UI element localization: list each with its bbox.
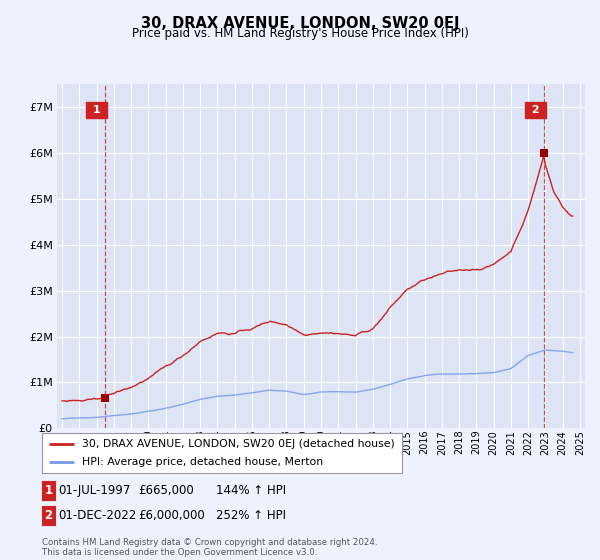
Text: 144% ↑ HPI: 144% ↑ HPI (216, 484, 286, 497)
Text: £6,000,000: £6,000,000 (138, 509, 205, 522)
Text: 2: 2 (527, 105, 543, 115)
Text: Price paid vs. HM Land Registry's House Price Index (HPI): Price paid vs. HM Land Registry's House … (131, 27, 469, 40)
Text: 1: 1 (44, 484, 53, 497)
Text: 252% ↑ HPI: 252% ↑ HPI (216, 509, 286, 522)
Text: 30, DRAX AVENUE, LONDON, SW20 0EJ (detached house): 30, DRAX AVENUE, LONDON, SW20 0EJ (detac… (82, 439, 394, 449)
Text: £665,000: £665,000 (138, 484, 194, 497)
Text: 1: 1 (89, 105, 104, 115)
Text: 01-JUL-1997: 01-JUL-1997 (58, 484, 131, 497)
Text: 30, DRAX AVENUE, LONDON, SW20 0EJ: 30, DRAX AVENUE, LONDON, SW20 0EJ (141, 16, 459, 31)
Text: Contains HM Land Registry data © Crown copyright and database right 2024.
This d: Contains HM Land Registry data © Crown c… (42, 538, 377, 557)
Text: HPI: Average price, detached house, Merton: HPI: Average price, detached house, Mert… (82, 458, 323, 467)
Text: 2: 2 (44, 509, 53, 522)
Text: 01-DEC-2022: 01-DEC-2022 (58, 509, 136, 522)
